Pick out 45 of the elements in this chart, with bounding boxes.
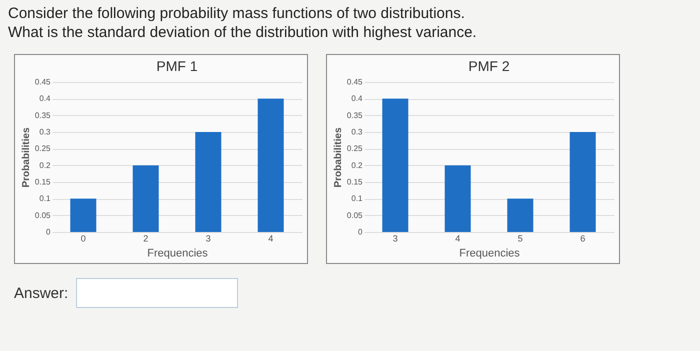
- y-axis-title: Probabilities: [332, 127, 344, 188]
- x-tick-label: 3: [206, 234, 211, 244]
- chart-title: PMF 1: [156, 58, 198, 74]
- x-tick-label: 5: [518, 234, 523, 244]
- y-tick-label: 0.1: [351, 194, 364, 204]
- text: Consider the following probability mass functions of two distributions.: [8, 4, 466, 23]
- y-tick-label: 0.3: [39, 128, 52, 136]
- bar: [132, 165, 159, 232]
- bar: [444, 165, 471, 232]
- y-tick-label: 0.4: [39, 94, 52, 104]
- y-tick-label: 0.2: [351, 160, 364, 170]
- y-tick-label: 0: [358, 228, 364, 236]
- bar: [70, 198, 96, 232]
- text: What is the standard deviation of the distribution with highest variance.: [8, 23, 478, 42]
- y-tick-label: 0.45: [34, 78, 52, 86]
- bar: [382, 98, 408, 232]
- y-tick-label: 0.35: [346, 110, 364, 120]
- x-tick-label: 6: [580, 234, 586, 244]
- y-tick-label: 0.05: [34, 210, 52, 220]
- y-tick-label: 0.05: [346, 210, 364, 220]
- x-tick-label: 3: [392, 234, 398, 244]
- y-tick-label: 0.25: [346, 144, 364, 154]
- text: Answer:: [14, 284, 68, 302]
- y-axis-title: Probabilities: [20, 127, 32, 188]
- bar: [507, 198, 534, 232]
- y-tick-label: 0.35: [34, 110, 52, 120]
- y-tick-label: 0.45: [346, 78, 364, 86]
- bar: [258, 98, 284, 232]
- x-tick-label: 2: [143, 234, 148, 244]
- y-tick-label: 0.25: [34, 144, 52, 154]
- y-tick-label: 0.15: [34, 178, 52, 186]
- x-axis-title: Frequencies: [459, 248, 520, 260]
- x-tick-label: 0: [80, 234, 86, 244]
- bar: [570, 132, 596, 232]
- y-tick-label: 0.1: [39, 194, 52, 204]
- y-tick-label: 0.15: [346, 178, 364, 186]
- bar: [195, 132, 222, 232]
- x-tick-label: 4: [455, 234, 460, 244]
- x-axis-title: Frequencies: [147, 248, 208, 260]
- x-tick-label: 4: [268, 234, 274, 244]
- y-tick-label: 0.2: [39, 160, 52, 170]
- y-tick-label: 0.3: [351, 128, 364, 136]
- chart-title: PMF 2: [468, 58, 510, 74]
- y-tick-label: 0.4: [351, 94, 364, 104]
- y-tick-label: 0: [46, 228, 52, 236]
